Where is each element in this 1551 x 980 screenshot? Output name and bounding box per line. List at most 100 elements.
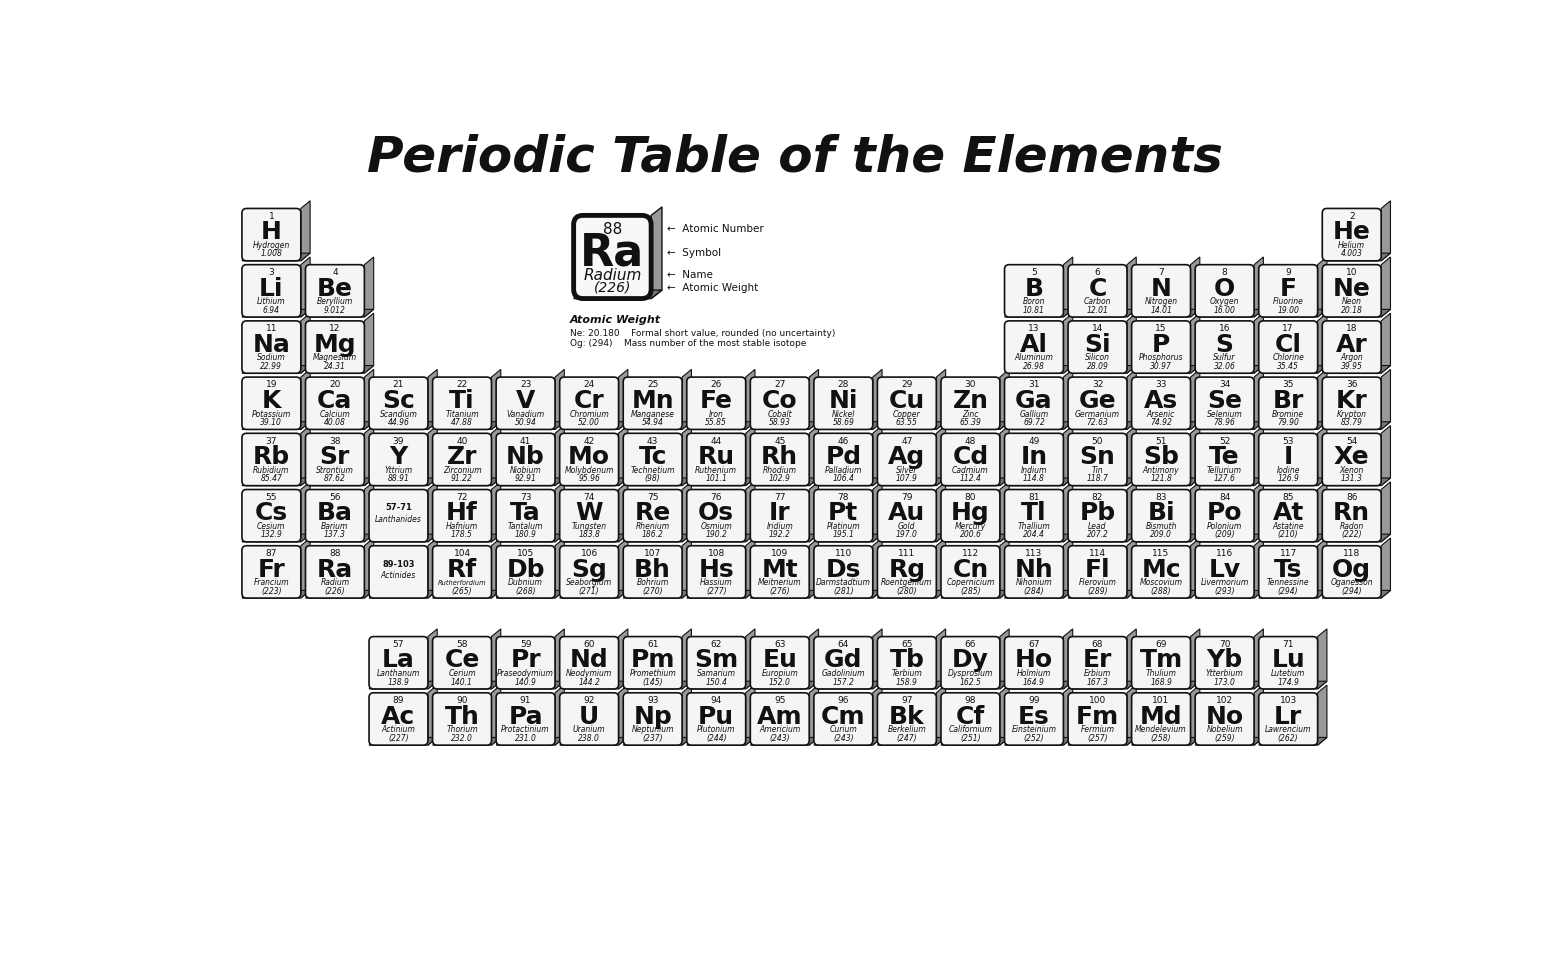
Text: Tc: Tc xyxy=(639,445,667,469)
Text: 84: 84 xyxy=(1219,493,1230,502)
FancyBboxPatch shape xyxy=(1259,377,1318,429)
Polygon shape xyxy=(682,482,692,542)
Text: Lawrencium: Lawrencium xyxy=(1266,725,1312,734)
Text: Periodic Table of the Elements: Periodic Table of the Elements xyxy=(368,133,1222,181)
Text: Si: Si xyxy=(1084,333,1111,357)
Text: O: O xyxy=(1214,276,1235,301)
Polygon shape xyxy=(1064,425,1073,486)
Polygon shape xyxy=(301,201,310,261)
Text: 204.4: 204.4 xyxy=(1024,530,1045,539)
Text: Be: Be xyxy=(316,276,354,301)
Polygon shape xyxy=(306,534,374,542)
Polygon shape xyxy=(746,629,755,689)
Text: 80: 80 xyxy=(965,493,976,502)
Text: 18: 18 xyxy=(1346,324,1357,333)
Text: 65: 65 xyxy=(901,640,912,649)
Polygon shape xyxy=(364,425,374,486)
Text: 38: 38 xyxy=(329,436,341,446)
Polygon shape xyxy=(1323,478,1391,486)
Text: 40: 40 xyxy=(456,436,468,446)
Text: Radon: Radon xyxy=(1340,522,1363,531)
Polygon shape xyxy=(878,478,946,486)
Polygon shape xyxy=(1318,685,1328,745)
Polygon shape xyxy=(1255,482,1264,542)
Text: Er: Er xyxy=(1083,649,1112,672)
Text: 69: 69 xyxy=(1155,640,1166,649)
Text: 4.003: 4.003 xyxy=(1340,249,1363,259)
Polygon shape xyxy=(1259,478,1328,486)
Polygon shape xyxy=(555,425,565,486)
Text: 39.95: 39.95 xyxy=(1340,362,1363,370)
FancyBboxPatch shape xyxy=(751,433,810,486)
Polygon shape xyxy=(1318,629,1328,689)
Text: 1: 1 xyxy=(268,212,275,220)
Text: 57: 57 xyxy=(392,640,405,649)
Polygon shape xyxy=(1064,314,1073,373)
FancyBboxPatch shape xyxy=(1069,265,1128,318)
Polygon shape xyxy=(1323,421,1391,429)
FancyBboxPatch shape xyxy=(242,546,301,598)
Text: 83: 83 xyxy=(1155,493,1166,502)
FancyBboxPatch shape xyxy=(306,490,364,542)
Text: 116: 116 xyxy=(1216,549,1233,558)
FancyBboxPatch shape xyxy=(687,433,746,486)
Text: Dubnium: Dubnium xyxy=(509,578,543,587)
FancyBboxPatch shape xyxy=(751,693,810,745)
Text: 144.2: 144.2 xyxy=(579,677,600,687)
Text: 58.69: 58.69 xyxy=(833,418,855,427)
Text: 183.8: 183.8 xyxy=(579,530,600,539)
Text: Radium: Radium xyxy=(321,578,349,587)
Polygon shape xyxy=(1069,681,1137,689)
Polygon shape xyxy=(1069,534,1137,542)
FancyBboxPatch shape xyxy=(878,433,937,486)
FancyBboxPatch shape xyxy=(1323,377,1382,429)
Text: Pa: Pa xyxy=(509,705,543,729)
Text: 232.0: 232.0 xyxy=(451,734,473,743)
FancyBboxPatch shape xyxy=(496,433,555,486)
Text: 39.10: 39.10 xyxy=(261,418,282,427)
Polygon shape xyxy=(1005,366,1073,373)
Polygon shape xyxy=(873,369,883,429)
FancyBboxPatch shape xyxy=(941,433,1000,486)
FancyBboxPatch shape xyxy=(1005,320,1064,373)
Polygon shape xyxy=(1191,629,1200,689)
FancyBboxPatch shape xyxy=(1323,490,1382,542)
Text: He: He xyxy=(1332,220,1371,244)
Text: 72.63: 72.63 xyxy=(1087,418,1109,427)
FancyBboxPatch shape xyxy=(814,693,873,745)
Text: 96: 96 xyxy=(838,696,848,705)
Text: Potassium: Potassium xyxy=(251,410,292,418)
Text: 23: 23 xyxy=(520,380,532,389)
Polygon shape xyxy=(1064,369,1073,429)
Polygon shape xyxy=(242,590,310,598)
Text: Silver: Silver xyxy=(896,466,918,474)
Polygon shape xyxy=(1323,310,1391,318)
Polygon shape xyxy=(301,314,310,373)
Polygon shape xyxy=(941,590,1010,598)
Polygon shape xyxy=(369,478,437,486)
Text: Promethium: Promethium xyxy=(630,669,676,678)
FancyBboxPatch shape xyxy=(878,377,937,429)
Text: 98: 98 xyxy=(965,696,976,705)
Text: 50: 50 xyxy=(1092,436,1103,446)
Text: 72: 72 xyxy=(456,493,468,502)
Polygon shape xyxy=(687,421,755,429)
Text: 52: 52 xyxy=(1219,436,1230,446)
Text: 58: 58 xyxy=(456,640,468,649)
Text: 42: 42 xyxy=(583,436,594,446)
Text: (270): (270) xyxy=(642,587,662,596)
Text: Dy: Dy xyxy=(952,649,990,672)
FancyBboxPatch shape xyxy=(814,490,873,542)
Polygon shape xyxy=(242,253,310,261)
Polygon shape xyxy=(619,629,628,689)
Text: Sodium: Sodium xyxy=(257,354,285,363)
Text: Fr: Fr xyxy=(257,558,285,581)
Text: Nh: Nh xyxy=(1014,558,1053,581)
FancyBboxPatch shape xyxy=(242,209,301,261)
Polygon shape xyxy=(433,738,501,745)
Text: Lead: Lead xyxy=(1089,522,1107,531)
FancyBboxPatch shape xyxy=(814,433,873,486)
Text: 140.9: 140.9 xyxy=(515,677,537,687)
Polygon shape xyxy=(1196,590,1264,598)
Text: 190.2: 190.2 xyxy=(706,530,727,539)
